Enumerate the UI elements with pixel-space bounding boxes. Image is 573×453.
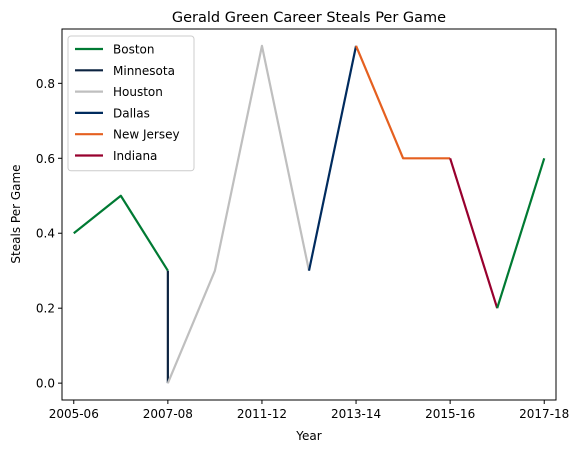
- y-tick-label: 0.2: [36, 302, 55, 316]
- plot-frame: [61, 28, 557, 401]
- x-tick-label: 2015-16: [425, 407, 475, 421]
- x-tick-label: 2005-06: [49, 407, 99, 421]
- y-axis-label: Steals Per Game: [9, 164, 23, 263]
- y-axis: 0.0 0.2 0.4 0.6 0.8: [36, 77, 62, 391]
- legend: Boston Minnesota Houston Dallas New Jersey In…: [67, 35, 195, 172]
- x-tick-label: 2013-14: [331, 407, 381, 421]
- x-tick-label: 2007-08: [143, 407, 193, 421]
- legend-label: Indiana: [113, 149, 157, 163]
- plot-lines: [73, 44, 546, 384]
- legend-label: Dallas: [113, 106, 150, 120]
- series-line-dallas: [307, 45, 358, 271]
- x-axis: 2005-06 2007-08 2011-12 2013-14 2015-16 2017-…: [49, 400, 569, 421]
- x-tick-label: 2011-12: [237, 407, 287, 421]
- series-line-new-jersey: [355, 45, 451, 160]
- legend-label: New Jersey: [113, 128, 180, 142]
- y-tick-label: 0.6: [36, 152, 55, 166]
- x-axis-label: Year: [295, 429, 321, 443]
- series-line-boston: [73, 194, 169, 272]
- x-tick-label: 2017-18: [519, 407, 569, 421]
- legend-label: Boston: [113, 43, 154, 57]
- legend-label: Minnesota: [113, 64, 175, 78]
- legend-label: Houston: [113, 85, 163, 99]
- series-line-segment-6: [496, 157, 546, 309]
- y-tick-label: 0.8: [36, 77, 55, 91]
- series-line-indiana: [449, 157, 499, 309]
- series-line-houston: [166, 44, 311, 384]
- chart-title: Gerald Green Career Steals Per Game: [172, 10, 446, 26]
- y-tick-label: 0.4: [36, 227, 55, 241]
- y-tick-label: 0.0: [36, 377, 55, 391]
